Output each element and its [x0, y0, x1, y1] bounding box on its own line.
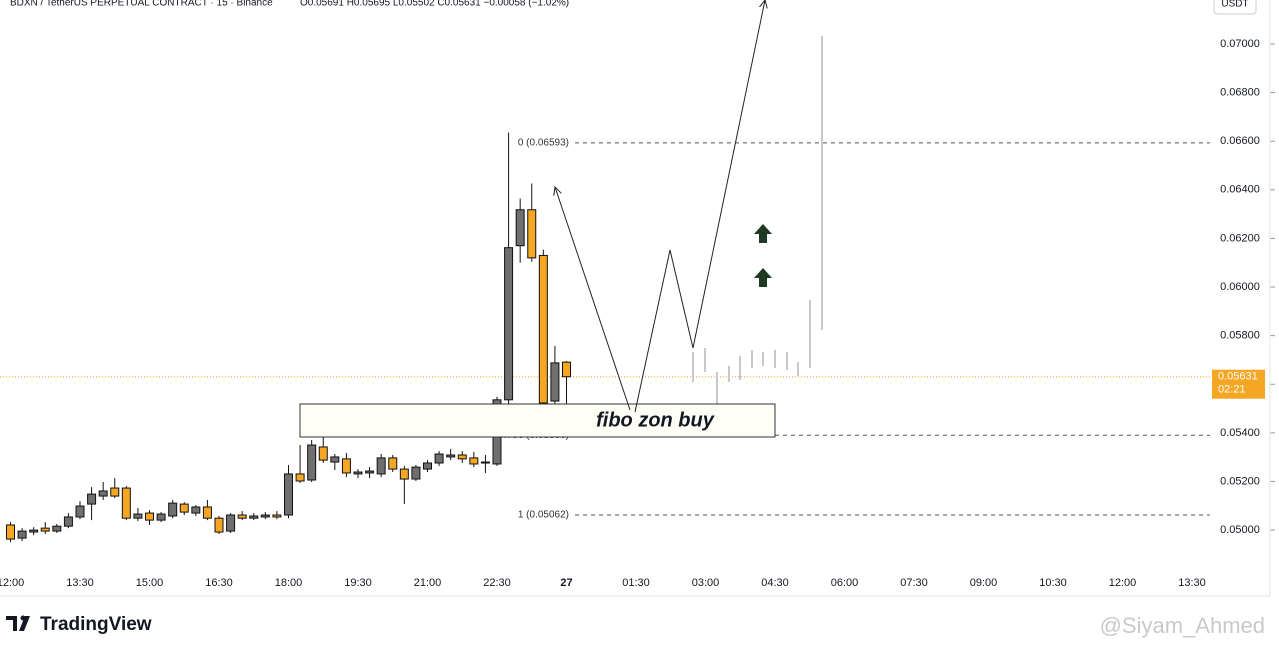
candle-body	[353, 471, 363, 475]
y-tick-label: 0.05400	[1220, 427, 1260, 439]
candle-body	[527, 209, 537, 259]
candle-body	[52, 525, 62, 532]
currency: USDT	[1221, 0, 1248, 10]
x-tick-label: 22:30	[483, 577, 511, 589]
candle-body	[411, 466, 421, 480]
x-tick-label: 07:30	[900, 577, 928, 589]
x-tick-label: 12:00	[1109, 577, 1137, 589]
candle-body	[156, 513, 166, 521]
up-icon	[754, 268, 772, 287]
annotation: fibo zon buy	[596, 409, 715, 431]
arrow	[555, 187, 631, 411]
x-tick-label: 03:00	[692, 577, 720, 589]
candle-body	[376, 457, 386, 475]
candle-body	[341, 458, 351, 474]
candle-body	[226, 514, 236, 532]
candle-body	[423, 462, 432, 470]
candle-body	[504, 247, 514, 401]
fib-label: 0 (0.06593)	[518, 138, 569, 149]
candle-body	[121, 487, 131, 519]
countdown: 02:21	[1218, 384, 1246, 396]
candle-body	[237, 514, 247, 519]
candle-body	[307, 444, 317, 481]
x-tick-label: 01:30	[622, 577, 650, 589]
candle-body	[191, 506, 201, 514]
x-tick-label: 27	[560, 577, 572, 589]
candle-body	[110, 487, 120, 497]
brand: TradingView	[40, 614, 152, 635]
candle-body	[295, 473, 305, 482]
candle-body	[249, 515, 259, 519]
currency-box	[1213, 0, 1257, 15]
candle-body	[29, 529, 39, 533]
candle-body	[388, 457, 398, 470]
candle-body	[550, 362, 560, 402]
fib-label: 1 (0.05062)	[518, 510, 569, 521]
candle-body	[40, 527, 50, 532]
candle-body	[75, 505, 85, 518]
candle-body	[480, 461, 490, 464]
y-tick-label: 0.06800	[1220, 87, 1260, 99]
candle-body	[365, 470, 375, 474]
candle-body	[457, 454, 467, 460]
y-tick-label: 0.06400	[1220, 184, 1260, 196]
candle-body	[330, 456, 340, 463]
x-tick-label: 10:30	[1039, 577, 1067, 589]
x-tick-label: 06:00	[831, 577, 859, 589]
projection-bars	[692, 36, 823, 405]
y-tick-label: 0.05800	[1220, 330, 1260, 342]
candle-body	[133, 513, 143, 519]
candle-body	[272, 514, 282, 518]
candle-body	[469, 457, 479, 465]
candle-body	[63, 516, 73, 527]
candle-body	[515, 209, 525, 247]
candle-body	[538, 254, 548, 404]
candle-body	[434, 453, 444, 464]
y-tick-label: 0.06600	[1220, 135, 1260, 147]
x-tick-label: 16:30	[205, 577, 233, 589]
y-tick-label: 0.06000	[1220, 281, 1260, 293]
candle-body	[98, 490, 108, 497]
candle-body	[168, 502, 178, 517]
ohlc-legend: O0.05691 H0.05695 L0.05502 C0.05631 −0.0…	[300, 0, 569, 9]
annotation-box	[299, 403, 776, 438]
price-box	[1212, 369, 1265, 399]
logo	[6, 615, 30, 631]
arrow	[634, 0, 765, 413]
candle-body	[260, 514, 270, 518]
candle-body	[6, 524, 15, 540]
candle-body	[284, 473, 293, 516]
symbol-title: BDXN / TetherUS PERPETUAL CONTRACT · 15 …	[10, 0, 273, 9]
watermark: @Siyam_Ahmed	[1100, 613, 1265, 638]
y-tick-label: 0.05000	[1220, 524, 1260, 536]
y-tick-label: 0.07000	[1220, 38, 1260, 50]
x-tick-label: 21:00	[414, 577, 442, 589]
x-tick-label: 19:30	[344, 577, 372, 589]
x-tick-label: 18:00	[275, 577, 303, 589]
x-tick-label: 12:00	[0, 577, 24, 589]
candle-body	[17, 530, 27, 539]
candle-body	[446, 454, 456, 458]
x-tick-label: 15:00	[136, 577, 164, 589]
candle-body	[562, 361, 571, 378]
candle-body	[399, 468, 409, 480]
candle-body	[145, 512, 154, 521]
x-tick-label: 13:30	[66, 577, 94, 589]
candle-body	[202, 506, 212, 519]
x-tick-label: 04:30	[761, 577, 789, 589]
candle-body	[318, 446, 328, 461]
price-label: 0.05631	[1218, 371, 1258, 383]
x-tick-label: 13:30	[1178, 577, 1206, 589]
y-tick-label: 0.06200	[1220, 232, 1260, 244]
x-tick-label: 09:00	[970, 577, 998, 589]
up-icon	[754, 224, 772, 243]
candle-body	[214, 517, 224, 533]
candle-body	[179, 503, 189, 513]
y-tick-label: 0.05200	[1220, 475, 1260, 487]
candle-body	[87, 493, 97, 505]
